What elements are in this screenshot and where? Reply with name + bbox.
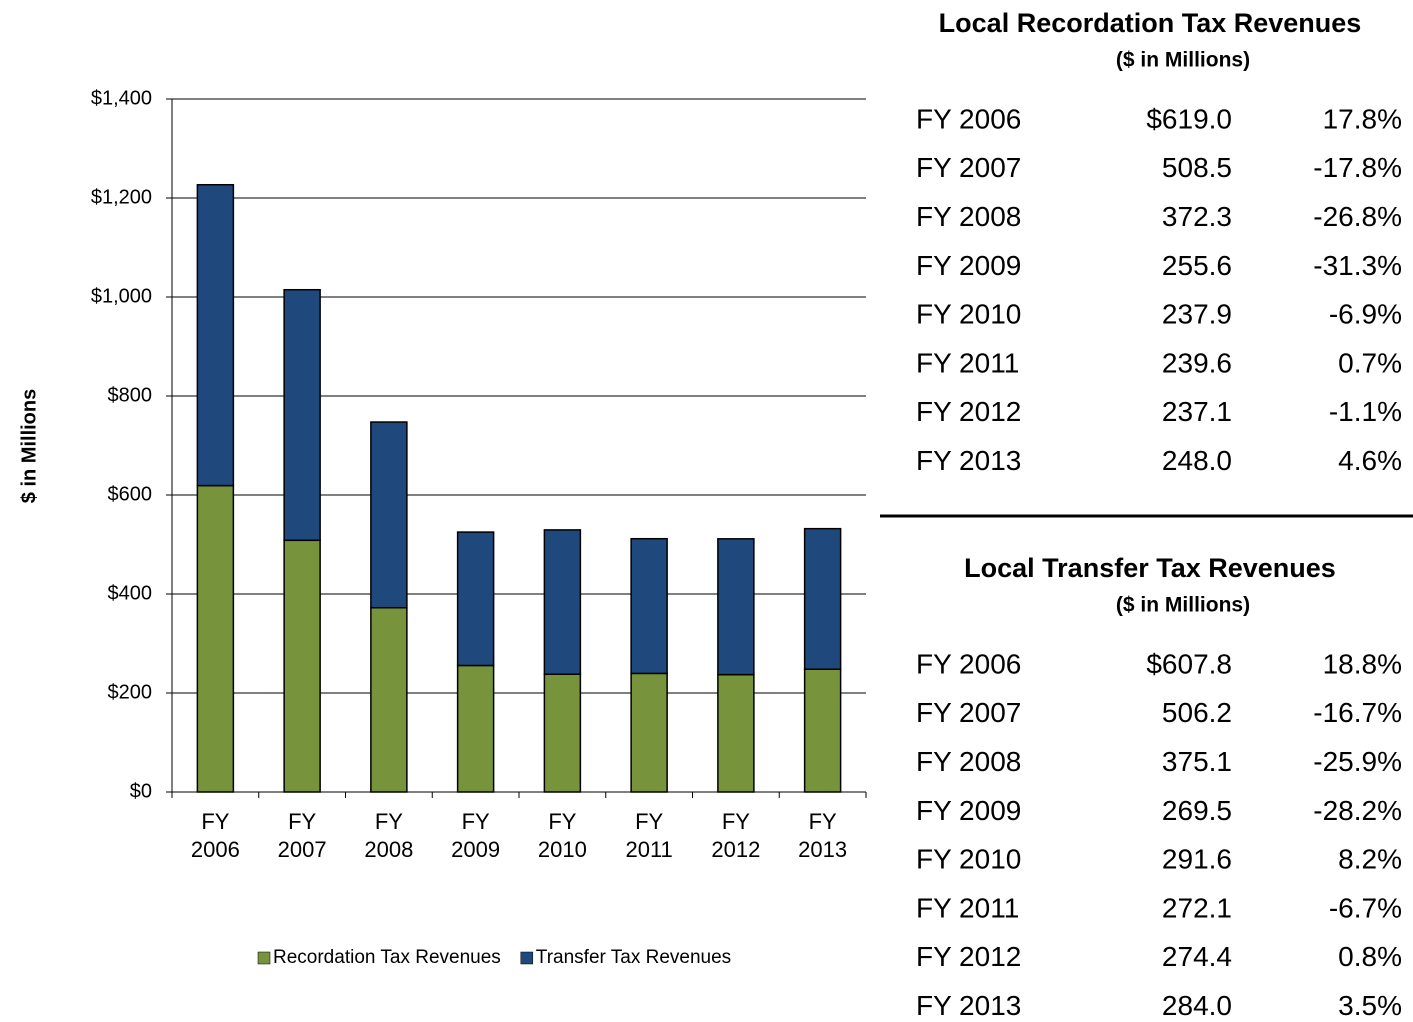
table-cell: 284.0 — [1162, 990, 1232, 1021]
table-cell: FY 2011 — [916, 347, 1019, 378]
bar — [196, 484, 235, 793]
y-tick-label: $1,400 — [91, 87, 152, 109]
table-cell: 0.7% — [1338, 347, 1402, 378]
table-cell: 237.9 — [1162, 299, 1232, 330]
table-cell: 237.1 — [1162, 396, 1232, 427]
table-cell: 372.3 — [1162, 201, 1232, 232]
bar — [283, 288, 321, 542]
bar — [456, 664, 495, 793]
table-cell: FY 2008 — [916, 746, 1021, 777]
table-cell: -28.2% — [1313, 795, 1402, 826]
bar — [717, 538, 755, 676]
table-cell: 18.8% — [1323, 648, 1402, 679]
table-cell: FY 2013 — [916, 990, 1021, 1021]
table-cell: FY 2011 — [916, 892, 1019, 923]
table-cell: -17.8% — [1313, 152, 1402, 183]
table-cell: FY 2012 — [916, 941, 1021, 972]
bar — [630, 537, 668, 675]
table-cell: -26.8% — [1313, 201, 1402, 232]
table-cell: FY 2009 — [916, 795, 1021, 826]
table-cell: 291.6 — [1162, 844, 1232, 875]
table-subtitle: ($ in Millions) — [1116, 49, 1250, 72]
table-cell: FY 2007 — [916, 697, 1021, 728]
table-cell: 8.2% — [1338, 844, 1402, 875]
bar — [196, 183, 235, 487]
table-cell: 269.5 — [1162, 795, 1232, 826]
y-axis-label: $ in Millions — [18, 389, 40, 503]
legend-swatch — [520, 951, 534, 965]
bar — [543, 529, 582, 675]
x-tick-label: FY 2009 — [451, 809, 501, 862]
table-title: Local Recordation Tax Revenues — [939, 8, 1362, 38]
table-cell: FY 2010 — [916, 299, 1021, 330]
y-tick-label: $1,000 — [91, 285, 152, 307]
table-cell: FY 2009 — [916, 250, 1021, 281]
x-tick-label: FY 2008 — [364, 809, 414, 862]
bar — [370, 421, 408, 609]
y-tick-label: $0 — [130, 780, 152, 802]
table-cell: 274.4 — [1162, 941, 1232, 972]
table-cell: -6.9% — [1329, 299, 1402, 330]
table-cell: -6.7% — [1329, 892, 1402, 923]
x-tick-label: FY 2010 — [537, 809, 587, 862]
table-title: Local Transfer Tax Revenues — [964, 553, 1336, 583]
table-subtitle: ($ in Millions) — [1116, 594, 1250, 617]
table-cell: 239.6 — [1162, 347, 1232, 378]
table-cell: 272.1 — [1162, 892, 1232, 923]
table-cell: 248.0 — [1162, 445, 1232, 476]
x-tick-label: FY 2006 — [190, 809, 240, 862]
y-tick-label: $600 — [108, 483, 153, 505]
x-tick-label: FY 2011 — [625, 809, 673, 862]
x-tick-label: FY 2013 — [798, 809, 848, 862]
y-tick-label: $200 — [108, 681, 153, 703]
table-cell: 255.6 — [1162, 250, 1232, 281]
bar — [543, 673, 582, 793]
bar — [803, 527, 842, 670]
table-cell: 4.6% — [1338, 445, 1402, 476]
y-tick-label: $400 — [108, 582, 153, 604]
legend-label: Recordation Tax Revenues — [273, 947, 501, 968]
table-cell: -1.1% — [1329, 396, 1402, 427]
bar — [717, 673, 755, 793]
table-cell: FY 2008 — [916, 201, 1021, 232]
table-cell: -25.9% — [1313, 746, 1402, 777]
table-cell: FY 2012 — [916, 396, 1021, 427]
table-cell: $619.0 — [1146, 103, 1232, 134]
x-tick-label: FY 2012 — [711, 809, 761, 862]
table-cell: 0.8% — [1338, 941, 1402, 972]
table-cell: FY 2006 — [916, 103, 1021, 134]
table-cell: FY 2006 — [916, 648, 1021, 679]
table-cell: FY 2010 — [916, 844, 1021, 875]
table-cell: 506.2 — [1162, 697, 1232, 728]
table-cell: FY 2007 — [916, 152, 1021, 183]
table-cell: 3.5% — [1338, 990, 1402, 1021]
table-cell: FY 2013 — [916, 445, 1021, 476]
y-tick-label: $1,200 — [91, 186, 152, 208]
table-cell: 375.1 — [1162, 746, 1232, 777]
legend-label: Transfer Tax Revenues — [536, 947, 731, 968]
y-tick-label: $800 — [108, 384, 153, 406]
bar — [630, 672, 668, 793]
bar — [803, 668, 842, 793]
table-cell: -16.7% — [1313, 697, 1402, 728]
legend-swatch — [257, 951, 271, 965]
bar — [370, 606, 408, 793]
table-cell: -31.3% — [1313, 250, 1402, 281]
table-cell: 17.8% — [1323, 103, 1402, 134]
table-cell: 508.5 — [1162, 152, 1232, 183]
x-tick-label: FY 2007 — [277, 809, 327, 862]
bar — [283, 539, 321, 793]
table-cell: $607.8 — [1146, 648, 1232, 679]
bar — [456, 531, 495, 667]
